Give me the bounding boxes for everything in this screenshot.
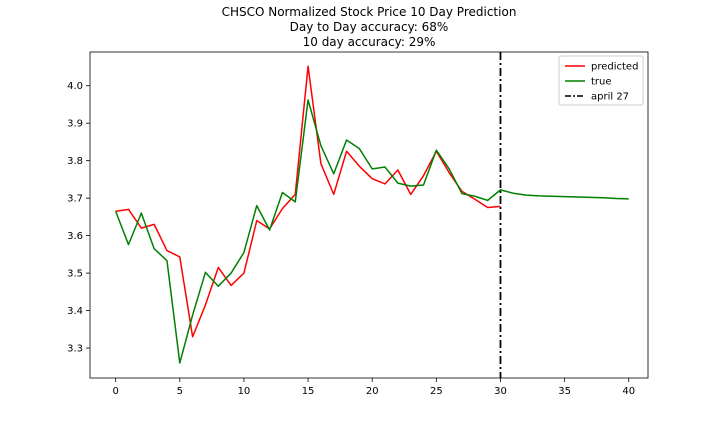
x-tick-label: 35 [558, 386, 571, 397]
x-tick-label: 5 [177, 386, 183, 397]
x-tick-label: 20 [366, 386, 379, 397]
axes: 0 5 10 15 20 25 30 35 40 3.3 3.4 3.5 3.6 3.7 3.8 3.9 4.0 [67, 51, 649, 397]
y-tick-label: 4.0 [67, 81, 83, 92]
chart-title: CHSCO Normalized Stock Price 10 Day Pred… [222, 5, 517, 49]
y-tick-label: 3.4 [67, 306, 83, 317]
chart-title-line-1: CHSCO Normalized Stock Price 10 Day Pred… [222, 5, 517, 19]
y-tick-label: 3.3 [67, 344, 83, 355]
y-tick-label: 3.6 [67, 231, 83, 242]
legend-label-predicted: predicted [591, 62, 638, 73]
x-tick-label: 0 [112, 386, 118, 397]
y-tick-label: 3.7 [67, 194, 83, 205]
x-tick-label: 30 [494, 386, 507, 397]
x-tick-label: 15 [302, 386, 315, 397]
chart-title-line-2: Day to Day accuracy: 68% [290, 20, 449, 34]
plot-frame [89, 51, 649, 379]
x-tick-label: 10 [238, 386, 251, 397]
y-tick-label: 3.9 [67, 119, 83, 130]
chart-title-line-3: 10 day accuracy: 29% [303, 35, 436, 49]
series-line-predicted [115, 65, 501, 338]
legend-label-true: true [591, 77, 612, 88]
legend: predicted true april 27 [558, 55, 644, 106]
y-tick-label: 3.5 [67, 269, 83, 280]
series-line-true [114, 99, 629, 364]
plot-area [114, 52, 629, 378]
x-tick-label: 40 [622, 386, 635, 397]
y-tick-label: 3.8 [67, 156, 83, 167]
legend-box [558, 55, 644, 106]
x-tick-label: 25 [430, 386, 443, 397]
legend-label-april-27: april 27 [591, 92, 629, 103]
